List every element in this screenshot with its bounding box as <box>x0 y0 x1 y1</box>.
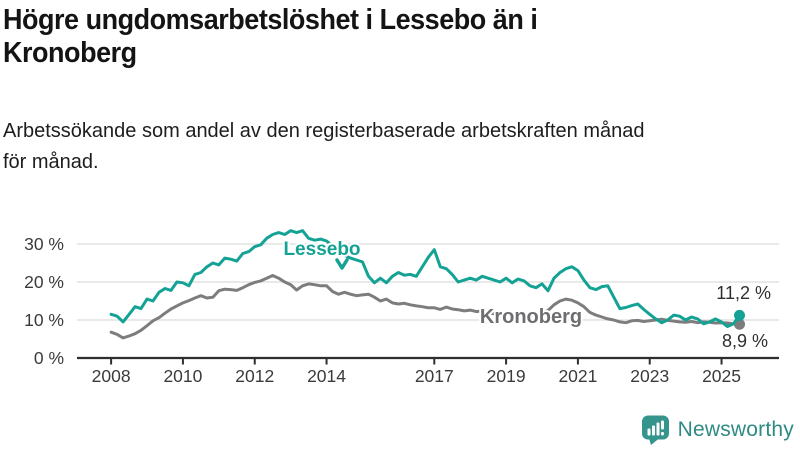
x-tick-label: 2014 <box>307 366 346 386</box>
logo-bar-medium <box>651 425 655 436</box>
logo-bar-tall <box>656 422 660 436</box>
page-title-line2: Kronoberg <box>3 37 137 69</box>
kronoberg-line <box>109 274 741 340</box>
y-tick-label: 30 % <box>24 234 64 254</box>
newsworthy-logo: Newsworthy <box>641 414 794 445</box>
logo-exclamation-dot <box>660 432 664 436</box>
x-tick-label: 2025 <box>702 366 741 386</box>
y-tick-label: 0 % <box>34 348 64 368</box>
lessebo-end-dot <box>734 309 745 321</box>
x-tick-label: 2010 <box>163 366 202 386</box>
x-tick-label: 2021 <box>558 366 597 386</box>
page-title: Högre ungdomsarbetslöshet i Lessebo än i… <box>3 4 617 70</box>
kronoberg-series-label: Kronoberg <box>480 306 582 328</box>
chart-subtitle: Arbetssökande som andel av den registerb… <box>3 116 773 178</box>
plot-layer: 0 % 10 % 20 % 30 % 2008 2010 2012 2014 2017 2019 2… <box>24 229 779 386</box>
newsworthy-logo-icon <box>641 415 669 445</box>
logo-bubble-tail <box>648 438 659 445</box>
page-title-line1: Högre ungdomsarbetslöshet i Lessebo än i <box>3 4 538 36</box>
logo-bubble-shape <box>641 415 669 440</box>
chart-subtitle-line2: för månad. <box>3 151 99 173</box>
x-tick-label: 2012 <box>235 366 274 386</box>
x-tick-label: 2017 <box>415 366 454 386</box>
brand-name: Newsworthy <box>677 417 794 441</box>
logo-bar-small <box>647 428 651 436</box>
x-tick-label: 2019 <box>487 366 526 386</box>
logo-exclamation-bar <box>660 420 664 430</box>
kronoberg-end-value-label: 8,9 % <box>722 331 768 351</box>
header: Högre ungdomsarbetslöshet i Lessebo än i… <box>3 4 663 70</box>
lessebo-end-value-label: 11,2 % <box>716 283 771 303</box>
x-tick-label: 2008 <box>92 366 131 386</box>
x-tick-label: 2023 <box>630 366 669 386</box>
lessebo-line <box>109 229 741 328</box>
lessebo-series-label: Lessebo <box>283 239 360 260</box>
lessebo-arrow-down-icon <box>335 258 349 270</box>
y-tick-label: 10 % <box>24 310 64 330</box>
chart-subtitle-line1: Arbetssökande som andel av den registerb… <box>3 120 645 142</box>
y-tick-label: 20 % <box>24 272 64 292</box>
